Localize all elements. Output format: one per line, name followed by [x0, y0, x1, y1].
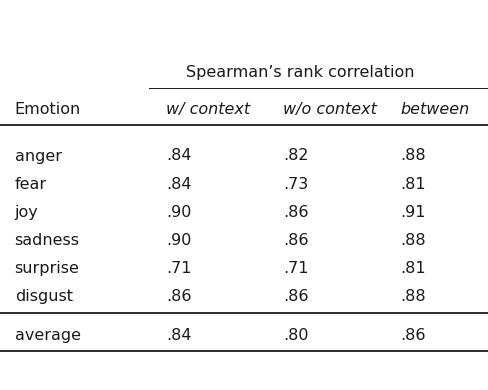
Text: .86: .86 — [283, 233, 308, 248]
Text: Spearman’s rank correlation: Spearman’s rank correlation — [186, 65, 414, 80]
Text: .86: .86 — [283, 289, 308, 304]
Text: sadness: sadness — [15, 233, 80, 248]
Text: Emotion: Emotion — [15, 102, 81, 117]
Text: w/ context: w/ context — [166, 102, 250, 117]
Text: anger: anger — [15, 149, 61, 163]
Text: between: between — [400, 102, 469, 117]
Text: average: average — [15, 328, 81, 343]
Text: .88: .88 — [400, 149, 426, 163]
Text: surprise: surprise — [15, 261, 80, 276]
Text: .80: .80 — [283, 328, 308, 343]
Text: .81: .81 — [400, 177, 426, 191]
Text: .86: .86 — [166, 289, 191, 304]
Text: w/o context: w/o context — [283, 102, 377, 117]
Text: .71: .71 — [166, 261, 191, 276]
Text: .88: .88 — [400, 233, 426, 248]
Text: .84: .84 — [166, 328, 191, 343]
Text: .84: .84 — [166, 149, 191, 163]
Text: .88: .88 — [400, 289, 426, 304]
Text: disgust: disgust — [15, 289, 73, 304]
Text: .86: .86 — [283, 205, 308, 220]
Text: fear: fear — [15, 177, 47, 191]
Text: .86: .86 — [400, 328, 426, 343]
Text: .81: .81 — [400, 261, 426, 276]
Text: .90: .90 — [166, 233, 191, 248]
Text: .91: .91 — [400, 205, 426, 220]
Text: .82: .82 — [283, 149, 308, 163]
Text: .73: .73 — [283, 177, 308, 191]
Text: .84: .84 — [166, 177, 191, 191]
Text: .71: .71 — [283, 261, 308, 276]
Text: joy: joy — [15, 205, 39, 220]
Text: .90: .90 — [166, 205, 191, 220]
